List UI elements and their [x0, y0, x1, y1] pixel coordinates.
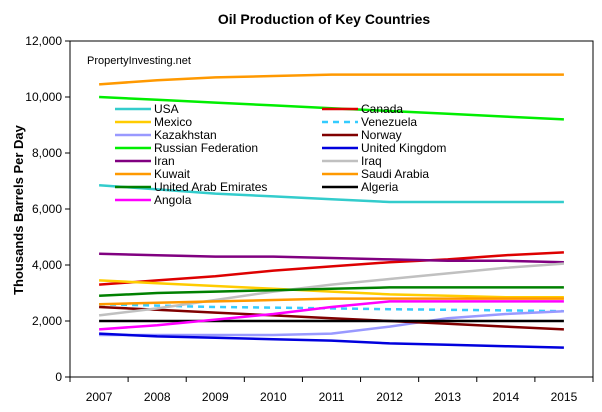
- legend-label: Angola: [154, 193, 192, 207]
- legend-label: United Kingdom: [361, 141, 446, 155]
- legend-label: Saudi Arabia: [361, 167, 429, 181]
- series-line-mexico: [99, 279, 564, 299]
- series-line-united-arab-emirates: [99, 286, 564, 298]
- y-tick-label: 0: [55, 370, 62, 384]
- y-tick-label: 12,000: [25, 34, 62, 48]
- x-tick-label: 2014: [492, 390, 519, 404]
- y-tick-label: 4,000: [32, 258, 62, 272]
- legend-label: Iraq: [361, 154, 382, 168]
- y-axis-label: Thousands Barrels Per Day: [11, 124, 26, 295]
- axes-layer: 0 2,000 4,000 6,000 8,000 10,000 12,000 2007 200…: [25, 34, 594, 404]
- x-tick-label: 2012: [376, 390, 403, 404]
- legend: USA Canada Mexico Venezuela Kazakhstan Norway…: [115, 102, 446, 207]
- series-line-angola: [99, 300, 564, 331]
- y-tick-label: 8,000: [32, 146, 62, 160]
- y-tick-label: 2,000: [32, 314, 62, 328]
- legend-label: Iran: [154, 154, 175, 168]
- y-tick-label: 10,000: [25, 90, 62, 104]
- x-tick-label: 2013: [434, 390, 461, 404]
- x-tick-label: 2008: [144, 390, 171, 404]
- y-tick-label: 6,000: [32, 202, 62, 216]
- legend-label: Algeria: [361, 180, 399, 194]
- x-tick-label: 2009: [202, 390, 229, 404]
- legend-label: Russian Federation: [154, 141, 258, 155]
- legend-label: Venezuela: [361, 115, 417, 129]
- series-line-iran: [99, 252, 564, 264]
- series-line-united-kingdom: [99, 332, 564, 349]
- legend-label: Norway: [361, 128, 402, 142]
- watermark-annotation: PropertyInvesting.net: [87, 55, 191, 67]
- legend-label: Kuwait: [154, 167, 191, 181]
- x-tick-label: 2011: [319, 390, 345, 404]
- x-tick-label: 2015: [551, 390, 578, 404]
- legend-label: Kazakhstan: [154, 128, 217, 142]
- series-line-usa: [99, 183, 564, 204]
- series-layer: [98, 73, 564, 349]
- series-line-kazakhstan: [99, 309, 564, 337]
- x-tick-label: 2007: [86, 390, 113, 404]
- legend-label: USA: [154, 102, 179, 116]
- legend-label: Mexico: [154, 115, 192, 129]
- legend-label: Canada: [361, 102, 403, 116]
- x-tick-label: 2010: [260, 390, 287, 404]
- series-line-norway: [99, 305, 564, 331]
- series-line-kuwait: [99, 297, 564, 306]
- series-line-saudi-arabia: [99, 73, 564, 86]
- legend-label: United Arab Emirates: [154, 180, 267, 194]
- series-line-iraq: [98, 262, 564, 317]
- chart-title: Oil Production of Key Countries: [218, 11, 431, 27]
- series-line-canada: [99, 251, 564, 286]
